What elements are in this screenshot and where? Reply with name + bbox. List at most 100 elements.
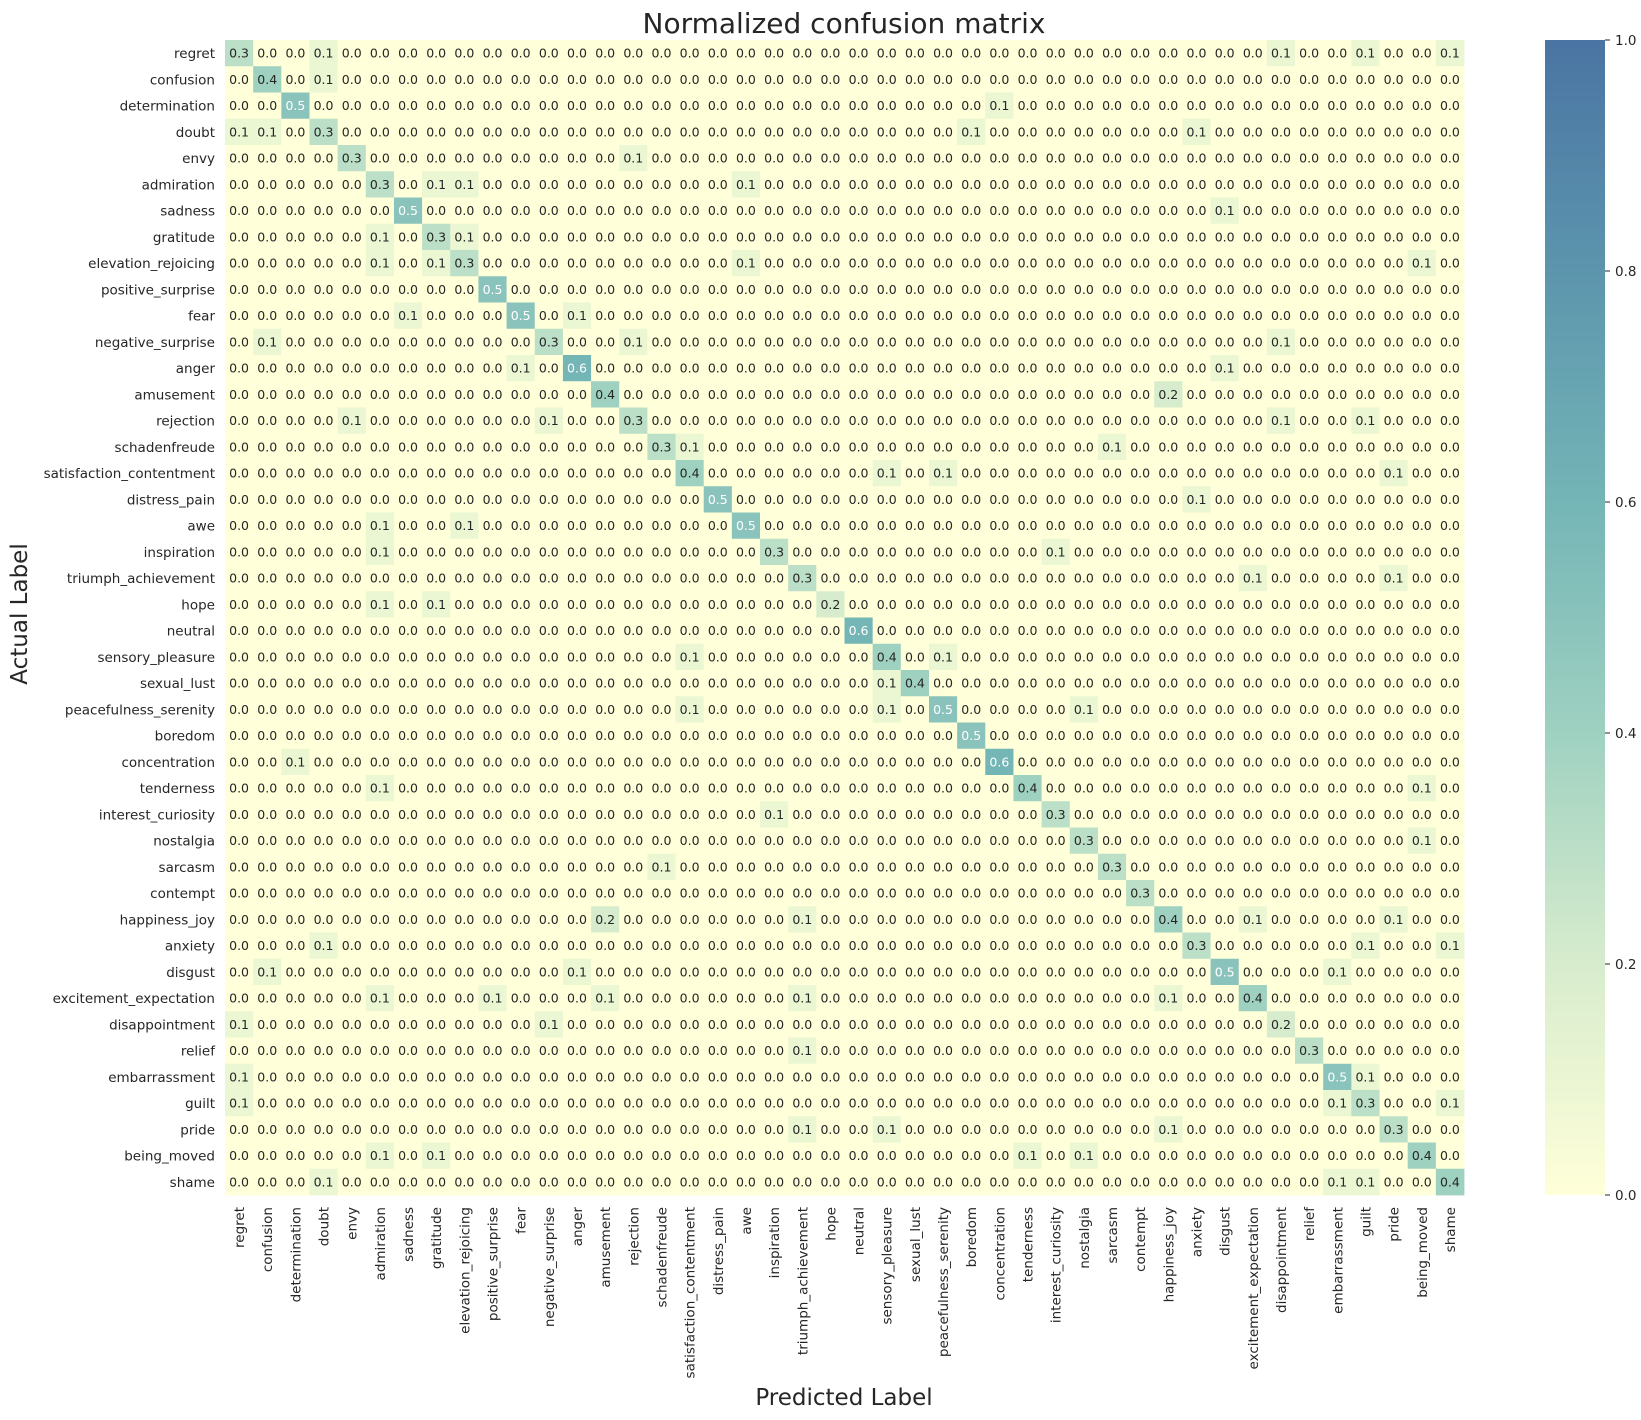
cell-value-label: 0.0 [792, 1174, 812, 1189]
cell-value-label: 0.0 [1046, 229, 1066, 244]
cell-value-label: 0.0 [1412, 413, 1432, 428]
cell-value-label: 0.0 [257, 439, 277, 454]
cell-value-label: 0.1 [314, 72, 334, 87]
cell-value-label: 0.0 [1074, 781, 1094, 796]
cell-value-label: 0.0 [680, 1069, 700, 1084]
cell-value-label: 0.1 [1327, 1174, 1347, 1189]
heatmap-cell [253, 355, 282, 382]
heatmap-cell [1379, 40, 1409, 67]
cell-value-label: 0.0 [1018, 886, 1038, 901]
cell-value-label: 0.0 [1130, 754, 1150, 769]
cell-value-label: 0.0 [708, 623, 728, 638]
heatmap-cell [1182, 145, 1211, 172]
x-tick-label: negative_surprise [542, 1207, 558, 1327]
cell-value-label: 0.0 [623, 859, 643, 874]
cell-value-label: 0.0 [736, 492, 756, 507]
cell-value-label: 0.0 [961, 544, 981, 559]
cell-value-label: 0.0 [539, 177, 559, 192]
cell-value-label: 0.0 [680, 1096, 700, 1111]
heatmap-cell [506, 328, 536, 356]
cell-value-label: 0.0 [652, 1096, 672, 1111]
cell-value-label: 0.0 [398, 256, 418, 271]
cell-value-label: 0.0 [1215, 1122, 1235, 1137]
cell-value-label: 0.0 [483, 571, 503, 586]
cell-value-label: 0.0 [1018, 676, 1038, 691]
cell-value-label: 0.0 [567, 991, 587, 1006]
cell-value-label: 0.0 [229, 1174, 249, 1189]
cell-value-label: 0.0 [426, 98, 446, 113]
cell-value-label: 0.0 [370, 1174, 390, 1189]
cell-value-label: 0.0 [849, 518, 869, 533]
heatmap-cell [1013, 223, 1043, 251]
cell-value-label: 0.0 [285, 781, 305, 796]
cell-value-label: 0.0 [1102, 964, 1122, 979]
x-tick-label: concentration [992, 1207, 1008, 1301]
heatmap-cell [534, 355, 564, 382]
cell-value-label: 0.0 [1299, 833, 1319, 848]
cell-value-label: 0.0 [623, 439, 643, 454]
heatmap-cell [1126, 381, 1155, 408]
cell-value-label: 0.0 [680, 859, 700, 874]
cell-value-label: 0.0 [1158, 1174, 1178, 1189]
cell-value-label: 0.0 [736, 754, 756, 769]
cell-value-label: 0.0 [1215, 1069, 1235, 1084]
cell-value-label: 0.0 [961, 151, 981, 166]
heatmap-cell [1323, 66, 1352, 93]
cell-value-label: 0.0 [342, 649, 362, 664]
cell-value-label: 0.0 [1271, 964, 1291, 979]
cell-value-label: 0.0 [1187, 912, 1207, 927]
heatmap-cell [760, 66, 789, 93]
cell-value-label: 0.0 [285, 46, 305, 61]
heatmap-cell [957, 276, 986, 303]
heatmap-cell [760, 302, 789, 330]
heatmap-cell [1379, 118, 1409, 146]
cell-value-label: 0.0 [989, 256, 1009, 271]
heatmap-cell [703, 145, 733, 172]
y-tick-label: satisfaction_contentment [44, 466, 215, 482]
x-tick-label: doubt [317, 1207, 333, 1246]
cell-value-label: 0.0 [285, 282, 305, 297]
cell-value-label: 0.0 [539, 571, 559, 586]
heatmap-cell [591, 355, 620, 382]
cell-value-label: 0.0 [1243, 466, 1263, 481]
cell-value-label: 0.0 [820, 544, 840, 559]
cell-value-label: 0.0 [1412, 124, 1432, 139]
cell-value-label: 0.0 [398, 702, 418, 717]
cell-value-label: 0.0 [1412, 387, 1432, 402]
cell-value-label: 0.0 [933, 98, 953, 113]
heatmap-cell [1379, 223, 1409, 251]
cell-value-label: 0.0 [285, 334, 305, 349]
cell-value-label: 0.0 [1440, 781, 1460, 796]
cell-value-label: 0.0 [1243, 413, 1263, 428]
heatmap-cell [900, 250, 930, 277]
cell-value-label: 0.0 [792, 938, 812, 953]
cell-value-label: 0.3 [426, 229, 446, 244]
cell-value-label: 0.0 [961, 938, 981, 953]
cell-value-label: 0.0 [370, 649, 390, 664]
cell-value-label: 0.0 [1299, 781, 1319, 796]
cell-value-label: 0.0 [1327, 649, 1347, 664]
cell-value-label: 0.0 [1102, 256, 1122, 271]
heatmap-cell [591, 302, 620, 330]
cell-value-label: 0.0 [961, 571, 981, 586]
y-tick-label: happiness_joy [120, 912, 215, 928]
cell-value-label: 0.0 [933, 1148, 953, 1163]
cell-value-label: 0.0 [370, 439, 390, 454]
heatmap-cell [309, 118, 339, 146]
heatmap-cell [393, 302, 423, 330]
cell-value-label: 0.0 [1412, 98, 1432, 113]
cell-value-label: 0.0 [314, 1148, 334, 1163]
cell-value-label: 0.0 [652, 728, 672, 743]
cell-value-label: 0.0 [285, 1096, 305, 1111]
heatmap-cell [816, 66, 845, 93]
cell-value-label: 0.0 [1384, 1043, 1404, 1058]
heatmap-cell [1351, 118, 1380, 146]
x-tick-label: relief [1302, 1206, 1318, 1241]
cell-value-label: 0.0 [1215, 991, 1235, 1006]
cell-value-label: 0.0 [511, 256, 531, 271]
cell-value-label: 0.0 [370, 282, 390, 297]
cell-value-label: 0.0 [820, 676, 840, 691]
cell-value-label: 0.0 [708, 203, 728, 218]
cell-value-label: 0.0 [1074, 728, 1094, 743]
cell-value-label: 0.0 [877, 833, 897, 848]
